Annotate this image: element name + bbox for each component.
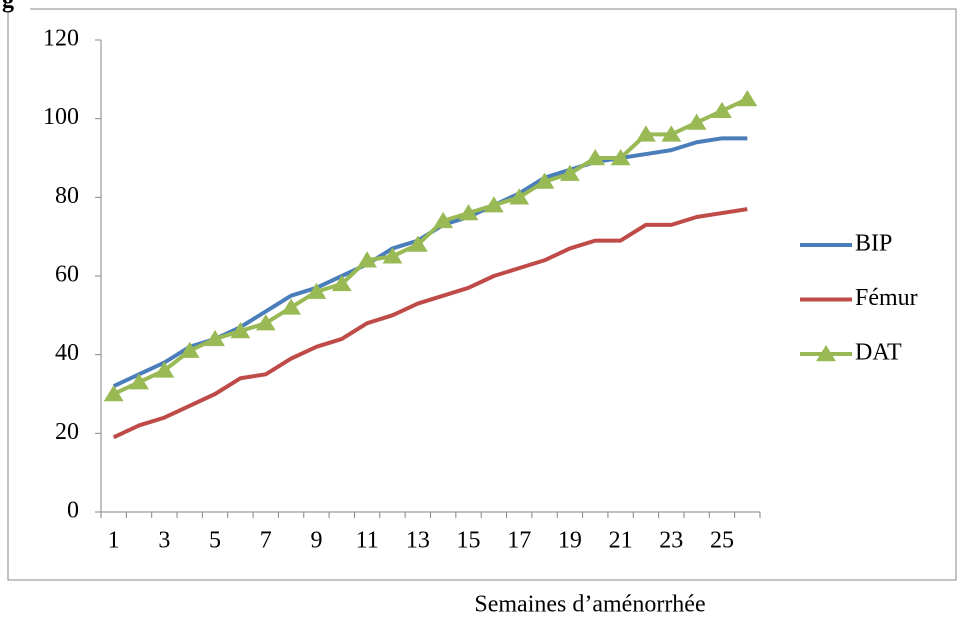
marker [306, 282, 327, 299]
marker [433, 211, 454, 229]
legend-label: BIP [855, 231, 892, 257]
marker [661, 125, 682, 142]
legend-label: Fémur [855, 285, 918, 311]
legend-marker [816, 345, 836, 362]
marker [179, 341, 200, 358]
marker [230, 322, 251, 339]
marker [129, 373, 149, 390]
x-tick-label: 5 [209, 528, 221, 554]
marker [686, 113, 707, 130]
x-tick-label: 7 [260, 528, 272, 554]
marker [281, 298, 301, 315]
marker [458, 204, 479, 221]
y-tick-label: 80 [55, 183, 79, 209]
marker [534, 172, 555, 189]
y-tick-label: 20 [55, 419, 79, 445]
marker [103, 385, 124, 402]
x-tick-label: 15 [457, 528, 481, 554]
marker [255, 314, 276, 331]
legend-label: DAT [855, 340, 902, 366]
y-tick-label: 120 [43, 26, 79, 52]
x-tick-label: 21 [609, 528, 633, 554]
marker [585, 149, 606, 166]
label-mask [0, 0, 30, 12]
x-tick-label: 3 [158, 528, 170, 554]
marker [205, 329, 225, 347]
marker [636, 125, 656, 142]
marker [382, 247, 403, 264]
chart-frame [7, 8, 957, 581]
x-tick-label: 25 [710, 528, 734, 554]
x-tick-label: 1 [108, 528, 120, 554]
x-tick-label: 23 [659, 528, 683, 554]
x-axis-title: Semaines d’aménorrhée [474, 592, 705, 618]
x-tick-label: 9 [310, 528, 322, 554]
marker [610, 149, 631, 166]
y-tick-label: 60 [55, 262, 79, 288]
marker [560, 164, 580, 181]
marker [331, 274, 352, 292]
marker [407, 235, 428, 252]
marker [357, 251, 378, 268]
y-tick-label: 0 [67, 498, 79, 524]
y-tick-label: 100 [43, 104, 79, 130]
x-tick-label: 17 [507, 528, 531, 554]
marker [154, 361, 175, 378]
marker [509, 188, 530, 205]
y-tick-label: 40 [55, 340, 79, 366]
marker [483, 196, 504, 213]
marker [737, 90, 758, 107]
x-tick-label: 19 [558, 528, 582, 554]
x-tick-label: 11 [356, 528, 379, 554]
y-axis-label: g [2, 0, 14, 14]
series-line [112, 207, 748, 440]
marker [712, 101, 732, 118]
x-tick-label: 13 [406, 528, 430, 554]
